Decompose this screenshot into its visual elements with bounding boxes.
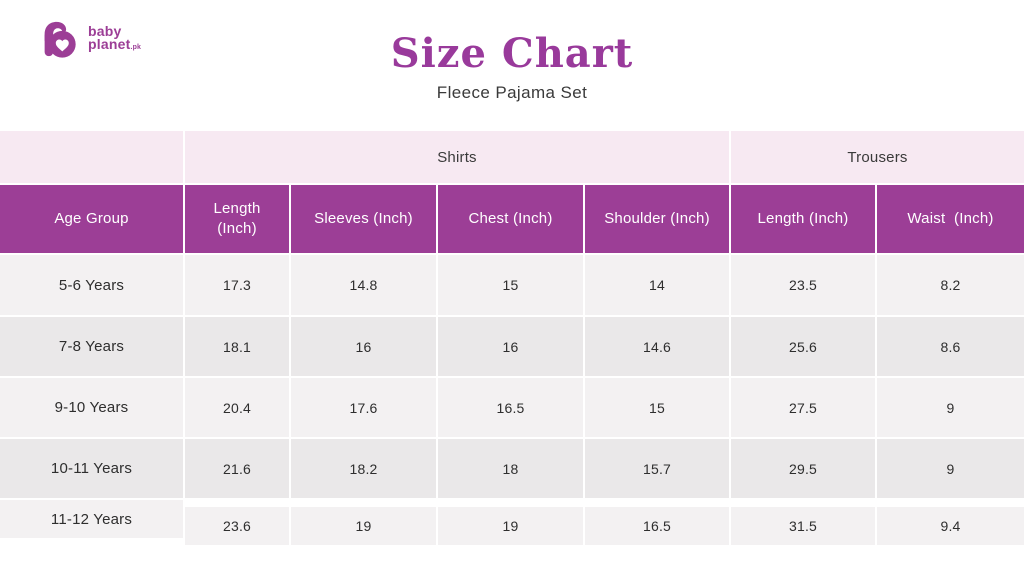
column-header-chest: Chest (Inch) xyxy=(438,185,583,253)
age-cell: 5-6 Years xyxy=(0,255,183,315)
value-cell: 17.6 xyxy=(291,378,436,437)
value-cell: 8.6 xyxy=(877,317,1024,376)
column-header-shirt-length: Length (Inch) xyxy=(185,185,289,253)
value-cell: 14.6 xyxy=(585,317,729,376)
value-cell: 23.6 xyxy=(185,507,289,545)
page-title: Size Chart xyxy=(390,30,634,77)
value-cell: 15 xyxy=(585,378,729,437)
value-cell: 15.7 xyxy=(585,439,729,498)
group-header-trousers: Trousers xyxy=(731,131,1024,183)
header-titles: Size Chart Fleece Pajama Set xyxy=(0,34,1024,103)
value-cell: 14.8 xyxy=(291,255,436,315)
value-cell: 25.6 xyxy=(731,317,875,376)
heart-icon xyxy=(55,39,69,52)
age-cell: 11-12 Years xyxy=(0,500,183,538)
value-cell: 27.5 xyxy=(731,378,875,437)
column-header-sleeves: Sleeves (Inch) xyxy=(291,185,436,253)
value-cell: 21.6 xyxy=(185,439,289,498)
value-cell: 20.4 xyxy=(185,378,289,437)
brand-line1: baby xyxy=(88,22,122,39)
value-cell: 16 xyxy=(438,317,583,376)
age-cell: 9-10 Years xyxy=(0,378,183,437)
value-cell: 18.1 xyxy=(185,317,289,376)
brand-line2: planet.pk xyxy=(88,35,142,52)
value-cell: 15 xyxy=(438,255,583,315)
brand-name: baby planet.pk xyxy=(88,22,142,54)
value-cell: 9.4 xyxy=(877,507,1024,545)
value-cell: 16 xyxy=(291,317,436,376)
column-header-waist: Waist (Inch) xyxy=(877,185,1024,253)
page-subtitle: Fleece Pajama Set xyxy=(436,83,588,102)
value-cell: 19 xyxy=(438,507,583,545)
age-cell: 10-11 Years xyxy=(0,439,183,498)
babyplanet-logo-icon xyxy=(44,21,76,58)
brand-suffix: .pk xyxy=(130,43,142,51)
value-cell: 23.5 xyxy=(731,255,875,315)
value-cell: 9 xyxy=(877,378,1024,437)
value-cell: 14 xyxy=(585,255,729,315)
value-cell: 16.5 xyxy=(585,507,729,545)
value-cell: 17.3 xyxy=(185,255,289,315)
column-header-age: Age Group xyxy=(0,185,183,253)
value-cell: 18.2 xyxy=(291,439,436,498)
column-header-shoulder: Shoulder (Inch) xyxy=(585,185,729,253)
brand-logo: baby planet.pk xyxy=(36,18,141,60)
value-cell: 31.5 xyxy=(731,507,875,545)
value-cell: 18 xyxy=(438,439,583,498)
value-cell: 8.2 xyxy=(877,255,1024,315)
size-table: Shirts Trousers Age Group Length (Inch) … xyxy=(0,131,1024,545)
group-header-empty xyxy=(0,131,183,183)
age-cell: 7-8 Years xyxy=(0,317,183,376)
column-header-trouser-length: Length (Inch) xyxy=(731,185,875,253)
group-header-shirts: Shirts xyxy=(185,131,729,183)
value-cell: 16.5 xyxy=(438,378,583,437)
value-cell: 29.5 xyxy=(731,439,875,498)
value-cell: 19 xyxy=(291,507,436,545)
value-cell: 9 xyxy=(877,439,1024,498)
